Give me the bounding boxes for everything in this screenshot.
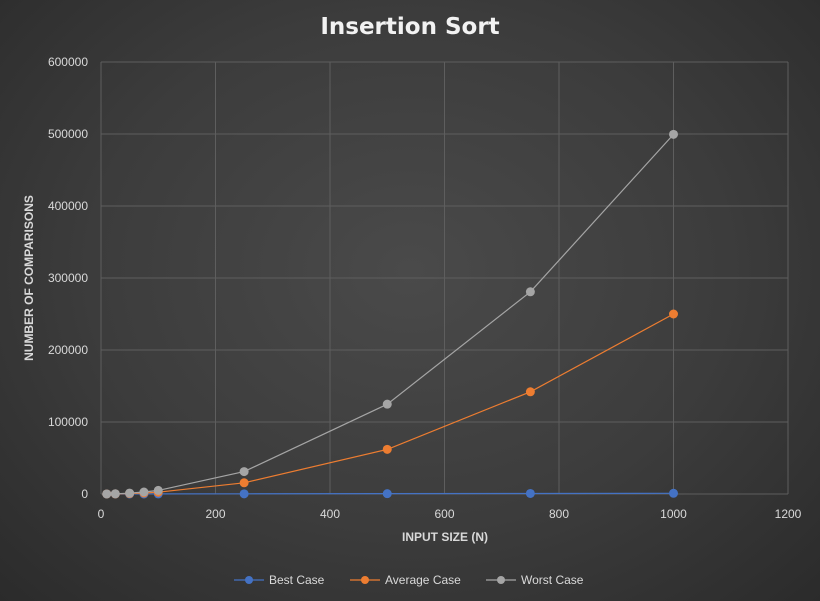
data-point-worst-case	[239, 467, 249, 477]
x-tick-label: 200	[205, 507, 225, 521]
chart-title: Insertion Sort	[320, 14, 499, 40]
data-point-worst-case	[382, 399, 392, 409]
y-axis-title: NUMBER OF COMPARISONS	[22, 195, 36, 361]
gridlines	[100, 61, 789, 495]
y-tick-label: 100000	[48, 415, 88, 429]
y-tick-label: 0	[81, 487, 88, 501]
legend-item-best-case: Best Case	[234, 573, 325, 587]
x-axis-title: INPUT SIZE (N)	[402, 530, 488, 544]
x-tick-label: 800	[549, 507, 569, 521]
data-point-best-case	[239, 489, 249, 499]
x-tick-label: 1000	[660, 507, 687, 521]
data-point-average-case	[525, 387, 535, 397]
data-point-worst-case	[669, 129, 678, 139]
data-point-worst-case	[525, 287, 535, 297]
series-layer	[102, 129, 678, 499]
data-point-best-case	[669, 488, 678, 498]
data-point-average-case	[382, 444, 392, 454]
y-tick-label: 200000	[48, 343, 88, 357]
tick-labels: 0 100000 200000 300000 400000 500000 600000 0 20…	[48, 55, 802, 521]
data-point-worst-case	[102, 489, 112, 499]
series-worst-case	[102, 129, 678, 499]
data-point-average-case	[669, 309, 678, 319]
y-tick-label: 400000	[48, 199, 88, 213]
x-tick-label: 0	[98, 507, 105, 521]
x-tick-label: 1200	[775, 507, 802, 521]
data-point-worst-case	[125, 488, 135, 498]
legend-item-average-case: Average Case	[350, 573, 461, 587]
x-tick-label: 400	[320, 507, 340, 521]
data-point-best-case	[525, 488, 535, 498]
legend: Best Case Average Case Worst Case	[234, 573, 584, 587]
series-line-worst-case	[106, 133, 674, 495]
legend-marker	[245, 576, 253, 584]
legend-label: Best Case	[269, 573, 325, 587]
legend-marker	[497, 576, 505, 584]
y-tick-label: 300000	[48, 271, 88, 285]
legend-marker	[361, 576, 369, 584]
y-tick-label: 600000	[48, 55, 88, 69]
data-point-worst-case	[139, 487, 149, 497]
legend-label: Worst Case	[521, 573, 584, 587]
y-tick-label: 500000	[48, 127, 88, 141]
data-point-average-case	[239, 478, 249, 488]
data-point-worst-case	[153, 485, 163, 495]
x-tick-label: 600	[434, 507, 454, 521]
legend-item-worst-case: Worst Case	[486, 573, 584, 587]
data-point-worst-case	[110, 489, 120, 499]
data-point-best-case	[382, 489, 392, 499]
legend-label: Average Case	[385, 573, 461, 587]
series-best-case	[102, 488, 678, 499]
